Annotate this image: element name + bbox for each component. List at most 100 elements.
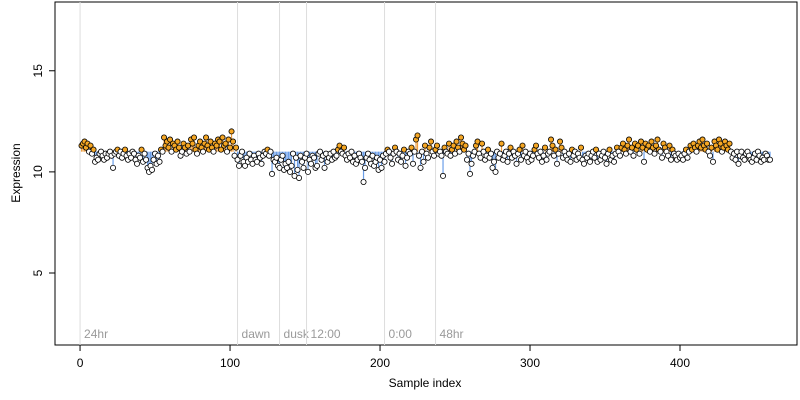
point	[648, 138, 655, 145]
point	[636, 150, 643, 157]
point	[303, 150, 310, 157]
point	[389, 160, 396, 167]
point	[710, 158, 717, 165]
point	[314, 162, 321, 169]
point	[428, 138, 435, 145]
point	[668, 156, 675, 163]
point	[408, 144, 415, 151]
point	[548, 136, 555, 143]
point	[381, 158, 388, 165]
point	[630, 152, 637, 159]
point	[410, 160, 417, 167]
point	[269, 170, 276, 177]
points	[78, 128, 774, 185]
point	[593, 146, 600, 153]
point	[210, 148, 217, 155]
point	[488, 150, 495, 157]
point	[219, 134, 226, 141]
point	[194, 150, 201, 157]
point	[420, 158, 427, 165]
point	[110, 164, 117, 171]
point	[567, 158, 574, 165]
guide-label: 24hr	[84, 327, 108, 341]
point	[542, 144, 549, 151]
point	[693, 148, 700, 155]
guide-label: 12:00	[311, 327, 341, 341]
point	[161, 134, 168, 141]
point	[453, 138, 460, 145]
point	[558, 144, 565, 151]
point	[398, 158, 405, 165]
point	[602, 154, 609, 161]
x-tick-label: 400	[670, 356, 690, 370]
point	[150, 156, 157, 163]
point	[654, 136, 661, 143]
guide-label: 48hr	[440, 327, 464, 341]
point	[665, 152, 672, 159]
point	[213, 142, 220, 149]
x-tick-label: 300	[520, 356, 540, 370]
point	[489, 164, 496, 171]
point	[360, 178, 367, 185]
point	[317, 148, 324, 155]
point	[290, 150, 297, 157]
point	[165, 144, 172, 151]
point	[464, 156, 471, 163]
point	[462, 142, 469, 149]
point	[288, 162, 295, 169]
point	[333, 152, 340, 159]
point	[137, 154, 144, 161]
point	[218, 146, 225, 153]
point	[611, 158, 618, 165]
point	[239, 148, 246, 155]
point	[341, 144, 348, 151]
point	[653, 142, 660, 149]
point	[557, 138, 564, 145]
point	[516, 146, 523, 153]
point	[732, 156, 739, 163]
point	[440, 172, 447, 179]
point	[425, 154, 432, 161]
point	[90, 146, 97, 153]
point	[498, 140, 505, 147]
point	[230, 138, 237, 145]
point	[641, 158, 648, 165]
x-axis-label: Sample index	[389, 376, 462, 390]
point	[203, 134, 210, 141]
point	[741, 156, 748, 163]
point	[504, 158, 511, 165]
point	[552, 146, 559, 153]
point	[684, 154, 691, 161]
guide-label: dawn	[242, 327, 271, 341]
point	[416, 152, 423, 159]
point	[426, 144, 433, 151]
point	[174, 138, 181, 145]
point	[387, 154, 394, 161]
point	[285, 158, 292, 165]
point	[227, 144, 234, 151]
point	[467, 170, 474, 177]
point	[578, 144, 585, 151]
point	[492, 168, 499, 175]
x-tick-label: 0	[77, 356, 84, 370]
point	[149, 166, 156, 173]
y-tick-label: 10	[31, 165, 45, 179]
point	[300, 164, 307, 171]
point	[666, 142, 673, 149]
point	[294, 166, 301, 173]
point	[657, 148, 664, 155]
point	[359, 158, 366, 165]
point	[362, 164, 369, 171]
point	[555, 150, 562, 157]
point	[651, 150, 658, 157]
point	[233, 144, 240, 151]
point	[603, 160, 610, 167]
point	[155, 152, 162, 159]
point	[402, 162, 409, 169]
point	[468, 160, 475, 167]
point	[95, 156, 102, 163]
point	[546, 148, 553, 155]
point	[189, 140, 196, 147]
